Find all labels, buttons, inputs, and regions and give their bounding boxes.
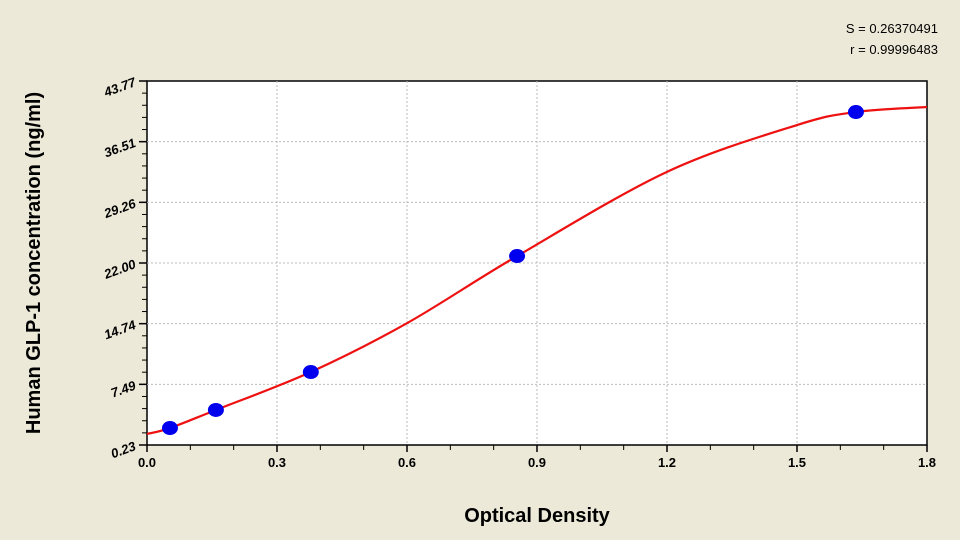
y-tick-label: 22.00	[101, 256, 138, 282]
y-tick-label: 29.26	[101, 195, 138, 221]
y-tick-label: 36.51	[102, 135, 138, 160]
x-axis-label: Optical Density	[464, 505, 610, 527]
data-point	[161, 421, 178, 436]
y-tick-label: 7.49	[109, 377, 139, 400]
r-statistic: r = 0.99996483	[850, 42, 938, 57]
y-axis-label: Human GLP-1 concentration (ng/ml)	[23, 92, 45, 434]
x-tick-label: 0.3	[268, 455, 286, 470]
data-point	[847, 105, 864, 120]
data-point	[207, 402, 224, 417]
x-tick-label: 1.2	[658, 455, 676, 470]
data-point	[509, 249, 526, 264]
y-tick-label: 43.77	[101, 74, 138, 100]
data-point	[302, 365, 319, 380]
x-tick-label: 1.8	[918, 455, 936, 470]
x-tick-label: 0.9	[528, 455, 546, 470]
x-tick-label: 1.5	[788, 455, 806, 470]
x-tick-label: 0.6	[398, 455, 416, 470]
y-tick-label: 0.23	[109, 438, 139, 461]
y-tick-label: 14.74	[102, 317, 138, 342]
x-tick-label: 0.0	[138, 455, 156, 470]
s-statistic: S = 0.26370491	[845, 21, 938, 36]
